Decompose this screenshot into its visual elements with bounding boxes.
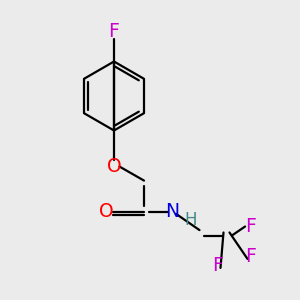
Text: F: F (109, 22, 119, 41)
Text: O: O (99, 202, 114, 221)
Text: N: N (165, 202, 180, 221)
Text: F: F (245, 217, 256, 236)
Text: F: F (245, 247, 256, 266)
Text: F: F (212, 256, 223, 275)
Text: H: H (184, 211, 197, 229)
Text: O: O (107, 157, 121, 176)
